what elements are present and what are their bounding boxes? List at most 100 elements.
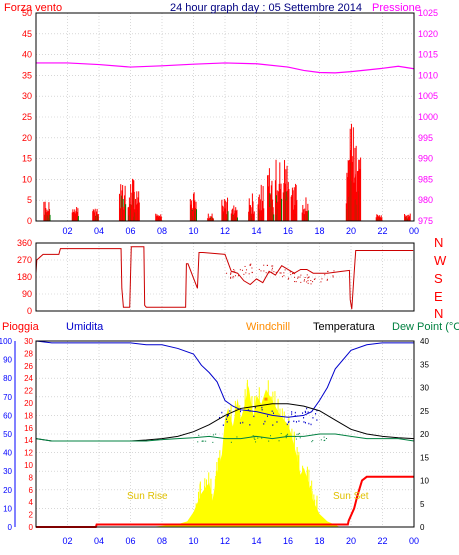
dewpoint-sample bbox=[323, 440, 325, 442]
direction-sample bbox=[265, 272, 267, 274]
direction-sample bbox=[300, 281, 302, 283]
dewpoint-sample bbox=[298, 432, 300, 434]
dewpoint-sample bbox=[205, 440, 207, 442]
direction-sample bbox=[230, 272, 232, 274]
hour-tick-label: 14 bbox=[251, 226, 261, 236]
compass-n-bottom: N bbox=[434, 306, 444, 321]
dewpoint-sample bbox=[323, 436, 325, 438]
dewpoint-sample bbox=[253, 437, 255, 439]
humidity-sample bbox=[226, 415, 228, 418]
humidity-sample bbox=[312, 417, 314, 419]
direction-sample bbox=[272, 265, 274, 267]
humidity-tick-label: 50 bbox=[3, 430, 12, 439]
dewpoint-sample bbox=[320, 439, 322, 441]
direction-tick-label: 180 bbox=[17, 272, 32, 282]
dewpoint-sample bbox=[296, 433, 298, 435]
humidity-sample bbox=[288, 421, 290, 424]
temp-tick-label: 40 bbox=[420, 337, 429, 346]
rain-legend: Pioggia bbox=[2, 321, 39, 333]
direction-sample bbox=[307, 277, 309, 279]
humidity-sample bbox=[307, 411, 309, 413]
direction-sample bbox=[314, 278, 316, 280]
humidity-tick-label: 30 bbox=[3, 467, 12, 476]
humidity-sample bbox=[288, 420, 290, 423]
dewpoint-sample bbox=[280, 433, 282, 435]
humidity-sample bbox=[227, 414, 229, 417]
bottom-hour-tick-label: 14 bbox=[251, 536, 261, 546]
direction-sample bbox=[307, 276, 309, 278]
humidity-tick-label: 80 bbox=[3, 374, 12, 383]
chart-title: 24 hour graph day : 05 Settembre 2014 bbox=[170, 2, 363, 14]
humidity-tick-label: 20 bbox=[3, 486, 12, 495]
humidity-sample bbox=[310, 423, 312, 426]
direction-sample bbox=[273, 271, 275, 273]
direction-panel-frame bbox=[35, 242, 415, 312]
dewpoint-sample bbox=[295, 438, 297, 440]
wind-tick-label: 15 bbox=[22, 154, 32, 164]
pressure-legend: Pressione bbox=[372, 2, 421, 14]
dewpoint-legend: Dew Point (°C bbox=[392, 321, 459, 333]
direction-sample bbox=[295, 281, 297, 283]
bottom-hour-tick-label: 04 bbox=[94, 536, 104, 546]
compass-s: S bbox=[434, 271, 443, 286]
wind-tick-label: 35 bbox=[22, 70, 32, 80]
pressure-tick-label: 975 bbox=[418, 216, 433, 226]
humidity-sample bbox=[219, 416, 221, 419]
humidity-sample bbox=[276, 421, 278, 423]
direction-sample bbox=[332, 275, 334, 277]
compass-e: E bbox=[434, 289, 443, 304]
direction-sample bbox=[294, 273, 296, 275]
dewpoint-sample bbox=[236, 436, 238, 438]
humidity-sample bbox=[308, 422, 310, 425]
dewpoint-sample bbox=[268, 440, 270, 442]
hour-tick-label: 16 bbox=[283, 226, 293, 236]
direction-line bbox=[35, 246, 414, 310]
direction-sample bbox=[307, 280, 309, 282]
pressure-tick-label: 1000 bbox=[418, 112, 438, 122]
dewpoint-sample bbox=[285, 435, 287, 437]
humidity-sample bbox=[272, 412, 274, 414]
wind-tick-label: 0 bbox=[27, 216, 32, 226]
humidity-sample bbox=[254, 406, 256, 409]
dewpoint-sample bbox=[214, 433, 216, 435]
pressure-tick-label: 1015 bbox=[418, 50, 438, 60]
direction-sample bbox=[250, 263, 252, 265]
direction-tick-label: 0 bbox=[27, 306, 32, 316]
temperature-legend: Temperatura bbox=[313, 321, 375, 333]
bottom-hour-tick-label: 06 bbox=[125, 536, 135, 546]
rain-tick-label: 0 bbox=[29, 523, 34, 532]
rain-line bbox=[36, 475, 414, 528]
direction-sample bbox=[297, 276, 299, 278]
dewpoint-sample bbox=[278, 440, 280, 442]
dewpoint-sample bbox=[326, 438, 328, 440]
hour-tick-label: 22 bbox=[377, 226, 387, 236]
hour-tick-label: 18 bbox=[314, 226, 324, 236]
dewpoint-sample bbox=[197, 441, 199, 443]
humidity-tick-label: 0 bbox=[8, 523, 13, 532]
direction-sample bbox=[234, 270, 236, 272]
direction-sample bbox=[241, 269, 243, 271]
humidity-sample bbox=[272, 424, 274, 426]
direction-sample bbox=[292, 272, 294, 274]
direction-sample bbox=[275, 271, 277, 273]
humidity-tick-label: 70 bbox=[3, 393, 12, 402]
hour-tick-label: 02 bbox=[62, 226, 72, 236]
direction-sample bbox=[249, 264, 251, 266]
direction-sample bbox=[321, 278, 323, 280]
direction-sample bbox=[251, 267, 253, 269]
pressure-tick-label: 1020 bbox=[418, 29, 438, 39]
rain-tick-label: 20 bbox=[24, 399, 33, 408]
direction-sample bbox=[233, 269, 235, 271]
rain-tick-label: 30 bbox=[24, 337, 33, 346]
bottom-hour-tick-label: 00 bbox=[409, 536, 419, 546]
humidity-sample bbox=[286, 423, 288, 426]
direction-sample bbox=[230, 276, 232, 278]
humidity-sample bbox=[253, 415, 255, 418]
direction-sample bbox=[230, 277, 232, 279]
dewpoint-sample bbox=[212, 434, 214, 436]
direction-sample bbox=[306, 281, 308, 283]
direction-sample bbox=[294, 281, 296, 283]
dewpoint-sample bbox=[324, 439, 326, 441]
direction-sample bbox=[293, 272, 295, 274]
bottom-hour-tick-label: 12 bbox=[220, 536, 230, 546]
